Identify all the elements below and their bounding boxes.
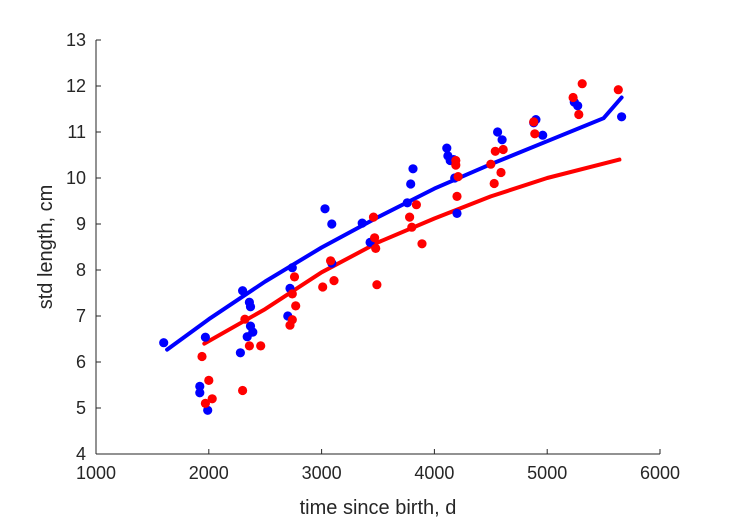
- data-point: [573, 101, 583, 111]
- y-tick-label: 8: [76, 260, 86, 280]
- x-tick-label: 2000: [189, 463, 229, 483]
- data-point: [327, 219, 337, 229]
- data-point: [240, 314, 250, 324]
- y-tick-label: 5: [76, 398, 86, 418]
- y-tick-label: 9: [76, 214, 86, 234]
- data-point: [529, 117, 539, 127]
- x-tick-label: 3000: [302, 463, 342, 483]
- fit-curve: [202, 157, 622, 346]
- y-tick-label: 13: [66, 30, 86, 50]
- data-point: [289, 272, 300, 282]
- y-tick-label: 4: [76, 444, 86, 464]
- data-point: [291, 301, 301, 311]
- data-point: [486, 159, 496, 169]
- y-ticks: 4 5 6 7 8 9 10 11 12 13: [66, 30, 101, 464]
- data-point: [407, 222, 417, 232]
- data-point: [248, 327, 258, 337]
- data-point: [411, 200, 421, 210]
- data-point: [417, 239, 427, 249]
- data-point: [577, 79, 587, 89]
- data-point: [200, 398, 210, 408]
- data-point: [493, 127, 503, 137]
- y-tick-label: 11: [67, 122, 86, 142]
- data-point: [568, 92, 578, 103]
- data-point: [405, 212, 415, 222]
- data-point: [538, 130, 548, 140]
- data-point: [406, 179, 416, 189]
- data-point: [402, 198, 412, 208]
- data-point: [408, 164, 418, 174]
- data-point: [195, 388, 205, 398]
- y-tick-label: 7: [76, 306, 86, 326]
- data-point: [287, 289, 297, 299]
- data-point: [452, 208, 462, 218]
- data-point: [326, 256, 336, 266]
- data-point: [197, 351, 207, 362]
- data-point: [613, 85, 623, 95]
- data-point: [370, 233, 380, 243]
- y-tick-label: 12: [66, 76, 86, 96]
- data-point: [200, 332, 210, 342]
- data-point: [238, 385, 248, 396]
- data-point: [235, 348, 245, 358]
- y-tick-label: 6: [76, 352, 86, 372]
- data-point: [203, 405, 213, 415]
- data-point: [530, 129, 540, 139]
- data-point: [207, 394, 217, 404]
- data-point: [490, 146, 500, 156]
- data-point: [159, 338, 169, 348]
- data-point: [245, 302, 256, 312]
- x-tick-label: 5000: [527, 463, 567, 483]
- data-point: [204, 375, 214, 385]
- data-point: [451, 160, 461, 170]
- x-tick-label: 1000: [76, 463, 116, 483]
- fit-curve: [165, 95, 624, 352]
- y-axis-label: std length, cm: [35, 185, 57, 310]
- data-point: [452, 191, 462, 201]
- data-point: [496, 167, 506, 178]
- x-tick-label: 4000: [414, 463, 454, 483]
- x-ticks: 1000 2000 3000 4000 5000 6000: [76, 449, 680, 483]
- data-point: [489, 178, 499, 189]
- axes: [95, 40, 660, 455]
- data-point: [318, 282, 328, 292]
- data-point: [371, 243, 381, 253]
- data-point: [195, 381, 205, 391]
- data-point: [372, 280, 382, 290]
- x-axis-label: time since birth, d: [300, 497, 457, 519]
- data-point: [368, 212, 379, 222]
- fit-curves: [165, 95, 624, 352]
- data-point: [442, 143, 452, 153]
- data-point: [287, 315, 297, 325]
- data-point: [256, 341, 266, 351]
- data-point: [238, 286, 248, 296]
- data-point: [320, 204, 330, 214]
- data-point: [329, 276, 339, 286]
- data-point: [287, 263, 297, 273]
- data-point: [498, 144, 508, 155]
- data-point: [617, 112, 627, 122]
- data-point: [244, 341, 254, 351]
- x-tick-label: 6000: [640, 463, 680, 483]
- data-point: [497, 135, 507, 145]
- data-point: [357, 218, 367, 228]
- y-tick-label: 10: [66, 168, 86, 188]
- data-point: [574, 109, 584, 120]
- data-points: [159, 79, 627, 415]
- data-point: [453, 172, 463, 182]
